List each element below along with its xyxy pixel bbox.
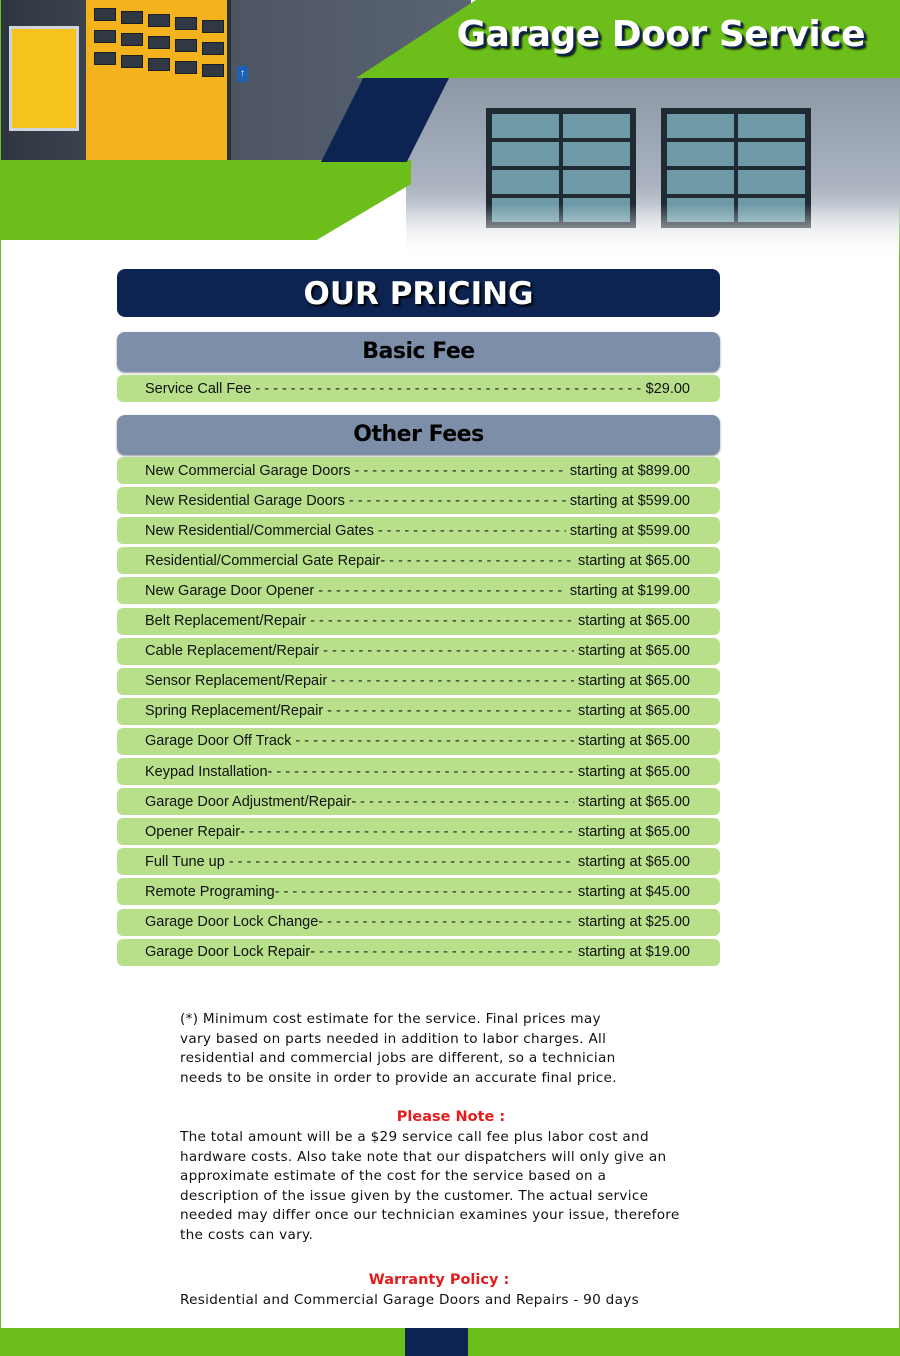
service-name: New Commercial Garage Doors: [145, 462, 351, 479]
dotted-leader: [255, 381, 641, 397]
service-price: starting at $45.00: [577, 883, 690, 900]
price-row: Cable Replacement/Repair starting at $65.…: [117, 637, 720, 665]
pricing-title: OUR PRICING: [117, 269, 720, 317]
service-price: starting at $25.00: [577, 914, 690, 930]
service-name: Spring Replacement/Repair: [145, 703, 324, 720]
price-row: Belt Replacement/Repair starting at $65.0…: [117, 607, 720, 635]
service-price: starting at $899.00: [569, 462, 690, 479]
dotted-leader: [276, 764, 574, 780]
other-fees-heading: Other Fees: [117, 415, 720, 455]
price-row: Keypad Installation-starting at $65.00: [117, 758, 720, 785]
service-price: starting at $65.00: [577, 793, 690, 810]
price-row: Residential/Commercial Gate Repair-start…: [117, 547, 720, 575]
dotted-leader: [284, 884, 574, 900]
footer-bar: [1, 1328, 900, 1356]
service-price: starting at $65.00: [577, 552, 690, 569]
service-price: starting at $65.00: [577, 613, 690, 629]
dotted-leader: [360, 794, 574, 810]
dotted-leader: [318, 583, 566, 599]
please-note-heading: Please Note :: [396, 1109, 506, 1125]
dotted-leader: [310, 613, 574, 629]
service-price: starting at $65.00: [577, 763, 690, 780]
service-name: Service Call Fee: [145, 380, 252, 397]
price-row: New Residential Garage Doors starting at …: [117, 487, 720, 515]
service-name: Garage Door Lock Repair-: [145, 944, 316, 961]
service-price: starting at $65.00: [577, 673, 690, 690]
header-title: Garage Door Service: [456, 14, 866, 55]
arrow-up-icon: ↑: [237, 66, 248, 82]
price-row: Garage Door Lock Repair-starting at $19.…: [117, 938, 720, 966]
header-banner: ↑ Garage Door Service: [1, 0, 900, 260]
dotted-leader: [327, 703, 574, 719]
residential-door-photo: [406, 78, 900, 258]
price-row: New Commercial Garage Doors starting at $…: [117, 457, 720, 484]
dotted-leader: [295, 733, 574, 749]
service-name: Garage Door Adjustment/Repair-: [145, 793, 357, 810]
service-name: Sensor Replacement/Repair: [145, 673, 328, 690]
dotted-leader: [229, 854, 574, 870]
warranty-text: Residential and Commercial Garage Doors …: [180, 1292, 639, 1308]
dotted-leader: [349, 493, 566, 509]
service-name: Keypad Installation-: [145, 763, 273, 780]
dotted-leader: [389, 553, 574, 569]
dotted-leader: [319, 944, 574, 960]
price-row: Service Call Fee $29.00: [117, 375, 720, 402]
service-name: Remote Programing-: [145, 883, 280, 900]
service-price: starting at $65.00: [577, 703, 690, 720]
service-price: starting at $65.00: [577, 853, 690, 870]
basic-fee-heading: Basic Fee: [117, 332, 720, 372]
dotted-leader: [249, 824, 574, 840]
service-name: Garage Door Off Track: [145, 733, 292, 750]
dotted-leader: [378, 523, 566, 539]
price-row: Sensor Replacement/Repair starting at $65…: [117, 667, 720, 695]
service-price: starting at $599.00: [569, 522, 690, 539]
price-row: Spring Replacement/Repair starting at $65…: [117, 697, 720, 725]
dotted-leader: [331, 673, 574, 689]
dotted-leader: [354, 463, 565, 479]
service-name: Opener Repair-: [145, 823, 245, 840]
service-name: Residential/Commercial Gate Repair-: [145, 552, 386, 569]
service-price: starting at $199.00: [569, 582, 690, 599]
service-name: Cable Replacement/Repair: [145, 643, 320, 660]
service-price: $29.00: [645, 380, 690, 397]
warranty-heading: Warranty Policy :: [368, 1272, 510, 1288]
service-name: New Garage Door Opener: [145, 582, 315, 599]
service-price: starting at $599.00: [569, 492, 690, 509]
service-name: Garage Door Lock Change-: [145, 914, 324, 930]
service-price: starting at $65.00: [577, 643, 690, 660]
service-price: starting at $19.00: [577, 944, 690, 961]
price-row: Garage Door Off Track starting at $65.00: [117, 727, 720, 755]
service-price: starting at $65.00: [577, 733, 690, 750]
green-shape: [1, 160, 411, 240]
price-row: New Garage Door Opener starting at $199.0…: [117, 577, 720, 605]
price-row: New Residential/Commercial Gates starting…: [117, 517, 720, 545]
price-row: Opener Repair-starting at $65.00: [117, 818, 720, 846]
please-note-text: The total amount will be a $29 service c…: [180, 1129, 680, 1243]
service-name: New Residential/Commercial Gates: [145, 522, 374, 539]
price-row: Full Tune up starting at $65.00: [117, 848, 720, 876]
price-row: Garage Door Lock Change-starting at $25.…: [117, 908, 720, 936]
service-name: Full Tune up: [145, 853, 225, 870]
disclaimer-text: (*) Minimum cost estimate for the servic…: [180, 1011, 617, 1086]
service-name: New Residential Garage Doors: [145, 492, 345, 509]
service-name: Belt Replacement/Repair: [145, 613, 307, 629]
dotted-leader: [327, 914, 574, 930]
price-row: Garage Door Adjustment/Repair-starting a…: [117, 788, 720, 816]
service-price: starting at $65.00: [577, 823, 690, 840]
price-row: Remote Programing-starting at $45.00: [117, 878, 720, 906]
dotted-leader: [323, 643, 574, 659]
